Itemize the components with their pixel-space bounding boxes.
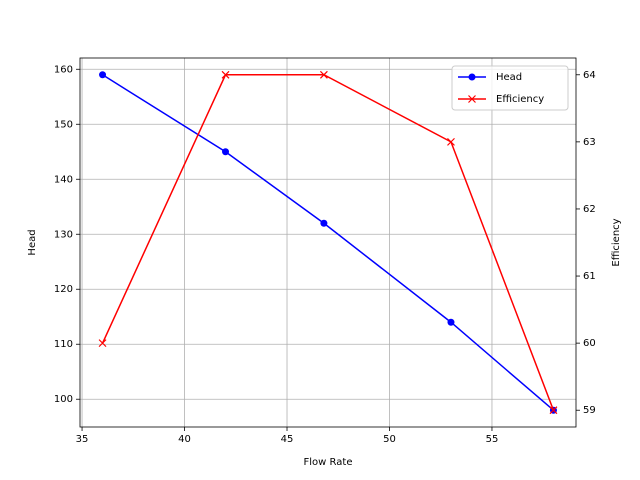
marker	[447, 318, 455, 326]
legend-label: Efficiency	[496, 94, 544, 105]
y-tick-label: 150	[54, 119, 73, 130]
y2-tick-label: 63	[583, 137, 596, 148]
marker	[221, 70, 230, 79]
y2-tick-label: 61	[583, 271, 596, 282]
marker	[320, 219, 328, 227]
y-tick-label: 110	[54, 339, 73, 350]
y-tick-label: 130	[54, 229, 73, 240]
legend-marker	[468, 73, 476, 81]
marker	[319, 70, 328, 79]
x-tick-label: 50	[383, 434, 396, 445]
x-axis-label: Flow Rate	[304, 457, 353, 468]
legend-label: Head	[496, 72, 522, 83]
x-tick-label: 55	[486, 434, 499, 445]
marker-shape	[447, 137, 455, 146]
marker	[222, 148, 230, 156]
marker	[549, 406, 558, 415]
y-tick-label: 140	[54, 174, 73, 185]
x-tick-label: 45	[281, 434, 294, 445]
marker	[98, 339, 107, 348]
marker	[447, 137, 455, 146]
y-tick-label: 100	[54, 394, 73, 405]
plot-frame	[79, 57, 577, 428]
y-tick-label: 160	[54, 64, 73, 75]
marker	[99, 71, 107, 79]
marker-shape	[468, 95, 476, 103]
y2-axis-label: Efficiency	[611, 218, 622, 266]
y2-tick-label: 64	[583, 70, 596, 81]
marker-shape	[221, 70, 230, 79]
x-tick-label: 35	[76, 434, 89, 445]
series-line	[102, 74, 554, 411]
series-line	[101, 74, 555, 411]
y-axis-label: Head	[27, 229, 38, 255]
y2-tick-label: 59	[583, 405, 596, 416]
x-tick-label: 40	[178, 434, 191, 445]
y-tick-label: 120	[54, 284, 73, 295]
marker-shape	[549, 406, 558, 415]
legend-marker	[468, 95, 476, 103]
y2-tick-label: 62	[583, 204, 596, 215]
marker-shape	[98, 339, 107, 348]
marker-shape	[319, 70, 328, 79]
y2-tick-label: 60	[583, 338, 596, 349]
